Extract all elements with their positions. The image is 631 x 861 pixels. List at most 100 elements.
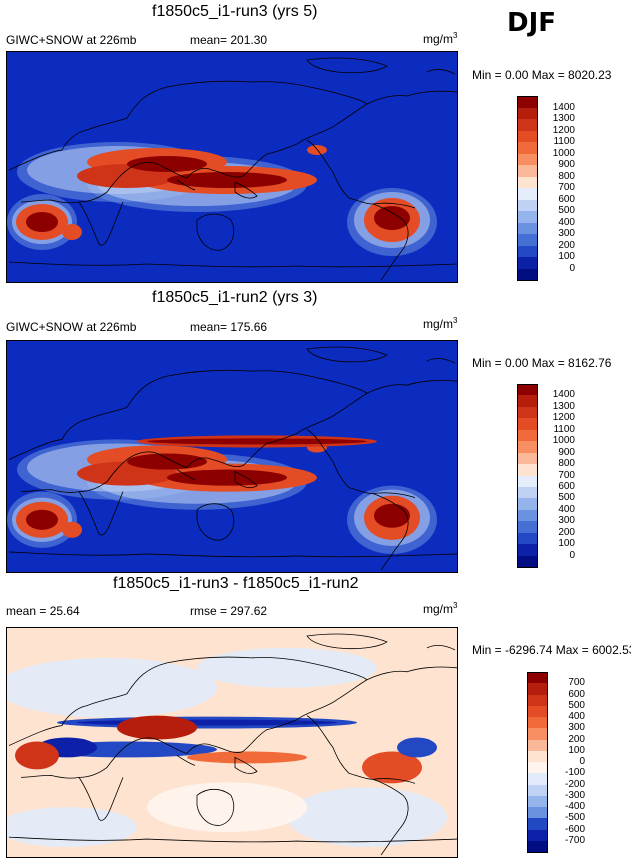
colorbar-tick-label: 1000 xyxy=(552,147,575,159)
panel-1-mean: mean= 201.30 xyxy=(190,33,268,47)
colorbar-tick-label: 600 xyxy=(558,193,575,205)
colorbar-swatch xyxy=(517,464,538,476)
colorbar-tick-label: 600 xyxy=(558,480,575,492)
colorbar-tick-label: 700 xyxy=(558,182,575,193)
colorbar-swatch xyxy=(517,395,538,408)
coastline xyxy=(8,551,457,558)
colorbar-tick-label: 400 xyxy=(558,216,575,228)
colorbar-tick-label: 0 xyxy=(569,549,575,561)
panel-2-mean: mean= 175.66 xyxy=(190,320,268,334)
coastline xyxy=(366,90,457,105)
season-label: DJF xyxy=(507,8,557,38)
colorbar-swatch xyxy=(517,544,538,557)
coastline xyxy=(8,836,457,843)
colorbar-swatch xyxy=(517,119,538,131)
panel-2-minmax: Min = 0.00 Max = 8162.76 xyxy=(472,356,612,370)
coastline xyxy=(196,213,235,251)
colorbar-swatch xyxy=(517,486,538,499)
colorbar-swatch xyxy=(517,268,538,281)
precip-core xyxy=(374,206,410,230)
colorbar-swatch xyxy=(517,234,538,246)
precip-core xyxy=(167,172,287,188)
coastline xyxy=(8,656,368,779)
coastline xyxy=(8,261,457,268)
panel-3-mean: mean = 25.64 xyxy=(6,604,80,618)
colorbar-swatch xyxy=(517,222,538,235)
colorbar-tick-label: 600 xyxy=(568,688,585,700)
precip-core xyxy=(62,521,82,538)
colorbar-tick-label: 500 xyxy=(568,699,585,711)
panel-3-map xyxy=(6,627,458,858)
colorbar-swatch xyxy=(527,807,548,819)
colorbar-swatch xyxy=(517,429,538,442)
colorbar-swatch xyxy=(517,107,538,120)
colorbar-swatch xyxy=(517,555,538,568)
colorbar-swatch xyxy=(517,441,538,454)
colorbar-swatch xyxy=(527,762,548,774)
colorbar-tick-label: -700 xyxy=(564,834,585,846)
colorbar-tick-label: 900 xyxy=(558,446,575,458)
colorbar-swatch xyxy=(517,418,538,431)
coastline xyxy=(78,777,124,821)
panel-2-map xyxy=(6,340,458,573)
coastline xyxy=(234,181,258,199)
panel-2-title: f1850c5_i1-run2 (yrs 3) xyxy=(152,289,318,306)
colorbar-swatch xyxy=(527,694,548,707)
diff-patch xyxy=(7,657,217,718)
colorbar-swatch xyxy=(517,142,538,154)
colorbar-tick-label: 500 xyxy=(558,205,575,216)
precip-band xyxy=(147,438,367,445)
diff-patch xyxy=(287,787,447,848)
colorbar-swatch xyxy=(527,818,548,830)
colorbar-tick-label: -300 xyxy=(564,789,585,801)
colorbar-tick-label: 100 xyxy=(558,251,575,262)
colorbar-swatch xyxy=(517,245,538,258)
colorbar-swatch xyxy=(527,750,548,763)
coastline xyxy=(78,491,124,536)
coastline xyxy=(426,644,456,651)
colorbar-tick-label: 100 xyxy=(568,744,585,756)
coastline xyxy=(366,379,457,394)
colorbar-tick-label: 200 xyxy=(558,526,575,538)
panel-2-colorbar: 1400 1300 1200 1100 1000 900 800 700 600 500 400 30… xyxy=(517,384,587,568)
precip-core xyxy=(127,156,207,172)
colorbar-tick-label: 1200 xyxy=(552,412,575,424)
panel-2-field-label: GIWC+SNOW at 226mb xyxy=(6,320,137,334)
panel-3-colorbar: 700 600 500 400 300 200 100 0 -100 -200 -300 -400 -5… xyxy=(527,672,597,853)
coastline xyxy=(306,633,388,650)
panel-1-units: mg/m3 xyxy=(423,31,458,46)
diff-band-positive xyxy=(362,751,422,784)
colorbar-tick-label: 1300 xyxy=(552,400,575,412)
colorbar-tick-label: 300 xyxy=(558,515,575,527)
colorbar-swatch xyxy=(527,728,548,740)
colorbar-swatch xyxy=(517,257,538,269)
coastline xyxy=(196,503,235,541)
colorbar-tick-label: 1000 xyxy=(552,435,575,447)
colorbar-swatch xyxy=(517,96,538,108)
coastline xyxy=(306,346,388,363)
precip-core xyxy=(127,453,207,470)
colorbar-swatch xyxy=(517,509,538,522)
coastline xyxy=(196,788,235,826)
diff-patch xyxy=(147,782,307,833)
colorbar-tick-label: 200 xyxy=(568,733,585,745)
panel-1-colorbar: 1400 1300 1200 1100 1000 900 800 700 600 500 400 30… xyxy=(517,96,587,281)
colorbar-tick-label: 100 xyxy=(558,538,575,550)
coastline xyxy=(234,756,258,774)
colorbar-swatch xyxy=(527,829,548,842)
colorbar-swatch xyxy=(517,532,538,545)
colorbar-tick-label: 400 xyxy=(558,503,575,515)
diff-band-negative xyxy=(397,737,437,758)
colorbar-swatch xyxy=(527,739,548,752)
colorbar-tick-label: 300 xyxy=(568,722,585,734)
colorbar-tick-label: 900 xyxy=(558,159,575,170)
coastline xyxy=(372,202,416,209)
diff-band-negative xyxy=(77,719,337,726)
panel-3-minmax: Min = -6296.74 Max = 6002.53 xyxy=(472,643,631,657)
colorbar-tick-label: -500 xyxy=(564,812,585,824)
colorbar-swatch xyxy=(517,406,538,419)
colorbar-swatch xyxy=(517,452,538,465)
colorbar-tick-label: 1200 xyxy=(552,124,575,136)
colorbar-swatch xyxy=(517,153,538,166)
coastline xyxy=(78,201,124,246)
